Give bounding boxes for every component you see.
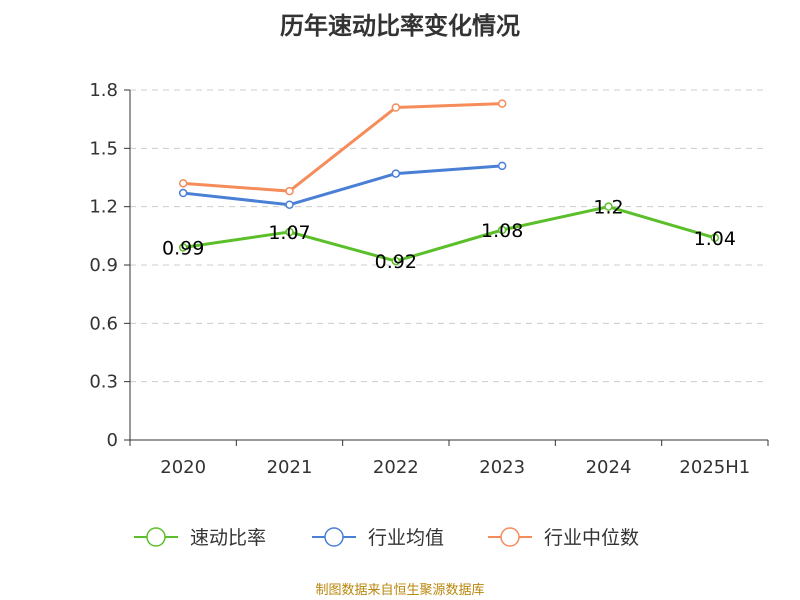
series-line bbox=[183, 102, 503, 193]
series-line bbox=[182, 205, 716, 263]
y-tick-label: 0 bbox=[107, 430, 118, 451]
data-point bbox=[391, 169, 401, 178]
x-tick-label: 2021 bbox=[267, 457, 313, 478]
y-tick-label: 0.6 bbox=[89, 313, 118, 334]
x-tick-label: 2024 bbox=[586, 457, 632, 478]
data-point bbox=[178, 243, 188, 252]
y-tick-label: 1.2 bbox=[89, 197, 118, 218]
data-point bbox=[178, 188, 188, 198]
legend-label: 行业均值 bbox=[368, 527, 444, 549]
chart-title: 历年速动比率变化情况 bbox=[280, 12, 520, 40]
data-label: 1.04 bbox=[694, 228, 736, 250]
x-tick-label: 2025H1 bbox=[679, 457, 750, 478]
axes: 0 0.3 0.6 0.9 1.2 1.5 1.8 2020 2021 2022 2023 2024 2… bbox=[89, 80, 769, 478]
legend-marker bbox=[500, 527, 520, 547]
legend-marker bbox=[324, 527, 344, 547]
y-tick-label: 1.5 bbox=[89, 138, 118, 159]
source-note: 制图数据来自恒生聚源数据库 bbox=[315, 582, 484, 598]
data-point bbox=[604, 202, 613, 211]
data-labels: 0.99 1.07 0.92 1.08 1.2 1.04 bbox=[162, 197, 736, 273]
legend[interactable]: 速动比率 行业均值 行业中位数 bbox=[134, 527, 639, 549]
x-tick-label: 2020 bbox=[160, 457, 206, 478]
data-point bbox=[391, 256, 401, 266]
data-point bbox=[497, 99, 507, 108]
legend-marker bbox=[146, 527, 166, 547]
data-point bbox=[710, 233, 720, 243]
data-point bbox=[497, 161, 507, 171]
series-layer bbox=[178, 99, 720, 266]
data-label: 1.07 bbox=[268, 222, 310, 244]
data-point bbox=[391, 103, 401, 112]
y-tick-label: 1.8 bbox=[89, 80, 118, 101]
data-point bbox=[178, 179, 188, 188]
data-point bbox=[497, 225, 507, 235]
data-label: 1.2 bbox=[593, 197, 623, 219]
x-tick-label: 2022 bbox=[373, 457, 419, 478]
legend-label: 行业中位数 bbox=[544, 527, 639, 549]
data-point bbox=[285, 200, 294, 209]
data-label: 1.08 bbox=[481, 220, 523, 242]
y-tick-label: 0.9 bbox=[89, 255, 118, 276]
grid bbox=[130, 89, 768, 383]
data-point bbox=[285, 227, 294, 237]
legend-label: 速动比率 bbox=[190, 527, 266, 549]
x-tick-label: 2023 bbox=[479, 457, 525, 478]
data-label: 0.99 bbox=[162, 238, 204, 260]
y-tick-label: 0.3 bbox=[89, 372, 118, 393]
data-point bbox=[285, 186, 294, 196]
series-line bbox=[183, 164, 503, 207]
data-label: 0.92 bbox=[375, 251, 417, 273]
